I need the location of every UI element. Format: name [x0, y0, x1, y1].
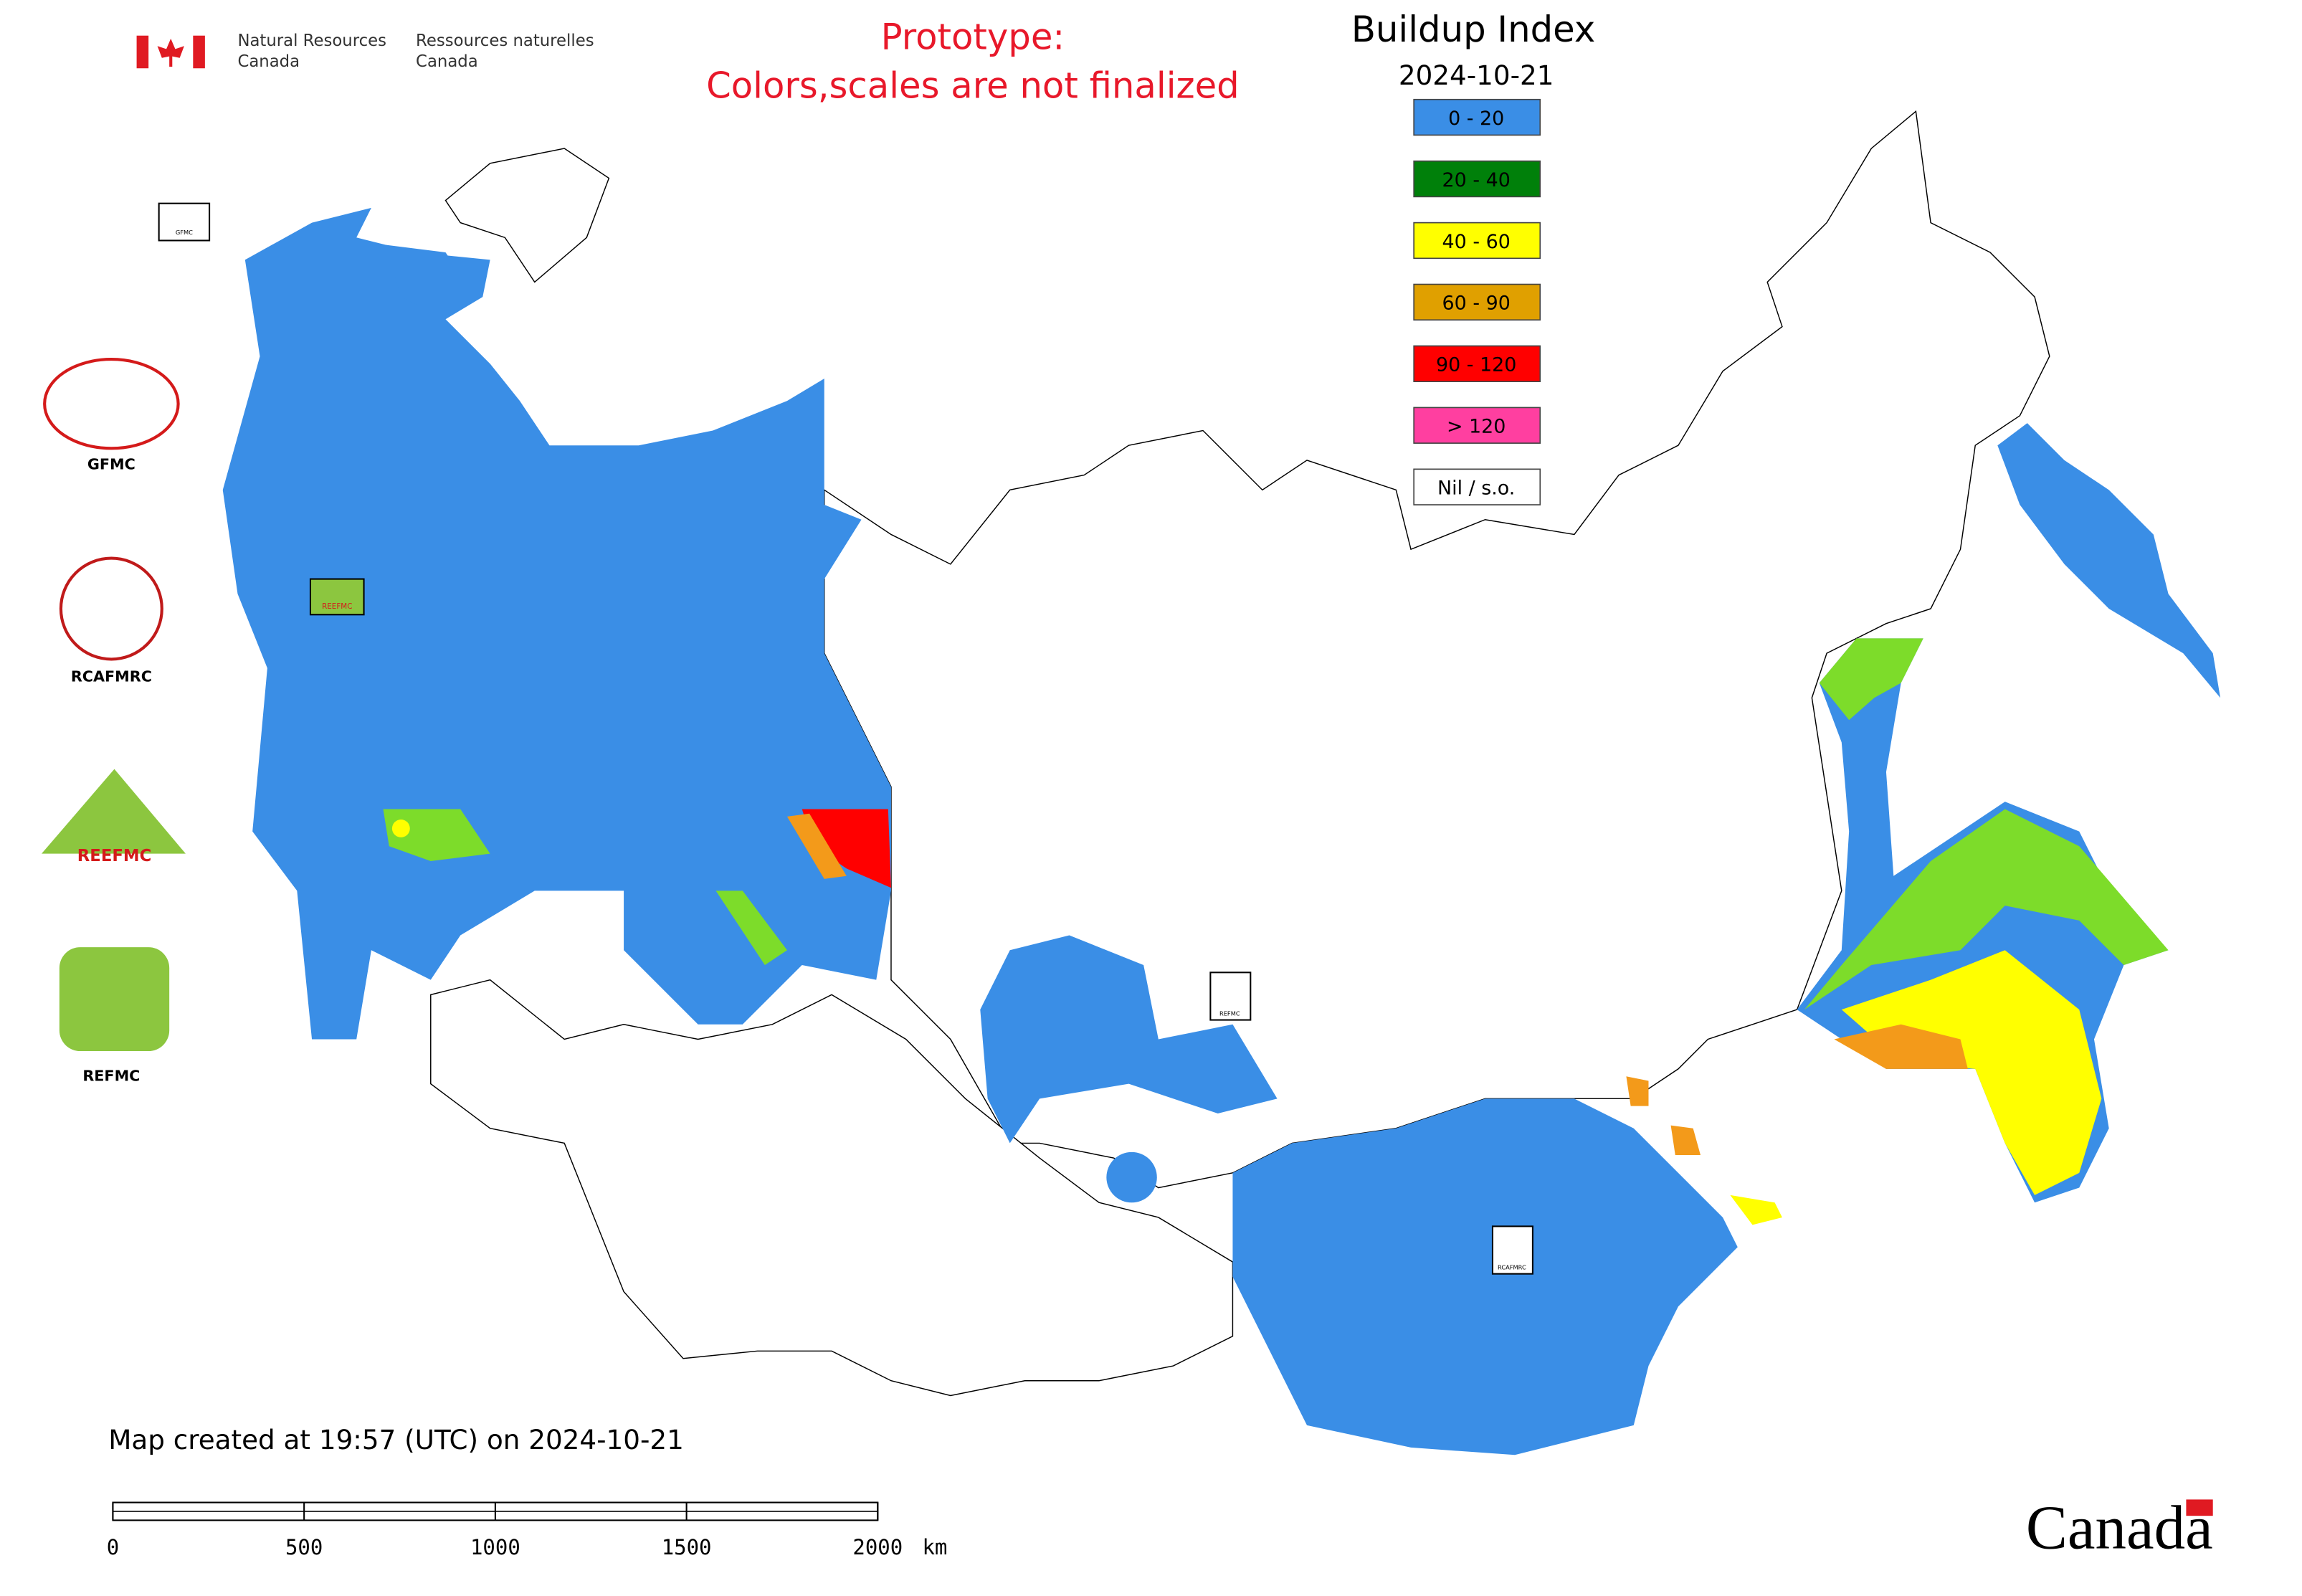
flag-bar — [136, 35, 149, 69]
partner-logos: GFMC RCAFMRC REEFMC REFMC — [42, 358, 186, 1084]
legend-swatch — [1413, 160, 1541, 198]
region-moderate — [1819, 638, 1923, 721]
region-low — [222, 207, 891, 1040]
legend-label: 40 - 60 — [1442, 231, 1511, 253]
agency-en: Natural Resources — [237, 32, 386, 50]
badge — [309, 578, 365, 616]
canada-wordmark: Canada — [2026, 1493, 2213, 1562]
map-created: Map created at 19:57 (UTC) on 2024-10-21 — [108, 1424, 684, 1455]
scale-tick-label: 2000 — [852, 1535, 903, 1559]
legend-label: > 120 — [1447, 416, 1506, 438]
scale-bar: 0 500 1000 1500 2000 km — [107, 1501, 947, 1559]
region-high — [391, 820, 410, 837]
nrcan-header: Natural Resources Canada Ressources natu… — [136, 32, 594, 71]
legend-swatch — [1413, 222, 1541, 260]
badge-label: RCAFMRC — [1498, 1263, 1526, 1270]
region-very-high — [1834, 1024, 1968, 1069]
legend-date: 2024-10-21 — [1399, 60, 1554, 91]
agency-fr: Ressources naturelles — [416, 32, 594, 50]
logo-refmc — [59, 947, 170, 1052]
map-badges: GFMC REEFMC REFMC RCAFMRC — [158, 202, 1533, 1275]
scale-tick-label: 500 — [285, 1535, 323, 1559]
logo-label: GFMC — [87, 455, 135, 472]
logo-label: REEFMC — [77, 847, 152, 865]
region-high — [1730, 1194, 1782, 1225]
region-low — [1997, 423, 2221, 698]
region-low — [1106, 1151, 1157, 1203]
scale-tick-label: 1500 — [662, 1535, 712, 1559]
region-moderate — [383, 809, 490, 862]
region-moderate — [715, 890, 787, 965]
land-outlines — [430, 110, 2050, 1397]
badge-label: GFMC — [176, 229, 193, 236]
scale-tick-label: 1000 — [470, 1535, 520, 1559]
region-low — [386, 244, 475, 320]
legend-label: Nil / s.o. — [1437, 478, 1515, 500]
legend-swatch — [1413, 283, 1541, 321]
maple-leaf — [157, 38, 184, 67]
badge — [1491, 1225, 1533, 1275]
region-low — [980, 935, 1278, 1144]
legend: 0 - 20 20 - 40 40 - 60 60 - 90 90 - 120 > 120… — [1413, 98, 1541, 505]
badge — [158, 202, 211, 242]
badge — [1209, 972, 1252, 1021]
region-very-high — [1626, 1076, 1649, 1106]
index-regions — [222, 207, 2221, 1455]
scale-tick-label: 0 — [107, 1535, 119, 1559]
wordmark-flag — [2186, 1499, 2213, 1516]
land-outline — [824, 110, 2050, 1189]
land-outline — [430, 979, 1234, 1397]
legend-swatch — [1413, 468, 1541, 505]
land-outline — [444, 148, 610, 283]
flag-bar — [193, 35, 205, 69]
legend-label: 20 - 40 — [1442, 169, 1511, 191]
logo-gfmc — [43, 358, 180, 450]
logo-reefmc — [42, 769, 186, 854]
logo-label: RCAFMRC — [71, 668, 152, 685]
badge-label: REFMC — [1219, 1010, 1240, 1017]
badge-label: REEFMC — [322, 602, 352, 611]
legend-label: 90 - 120 — [1436, 354, 1516, 376]
logo-label: REFMC — [82, 1067, 140, 1084]
region-very-high — [786, 813, 847, 879]
legend-swatch — [1413, 407, 1541, 444]
prototype-note: Colors,scales are not finalized — [706, 65, 1240, 107]
region-high — [1841, 950, 2102, 1195]
scale-unit: km — [922, 1535, 947, 1559]
legend-label: 0 - 20 — [1448, 108, 1504, 130]
legend-label: 60 - 90 — [1442, 293, 1511, 315]
region-extreme — [802, 809, 891, 888]
legend-swatch — [1413, 345, 1541, 382]
region-very-high — [1670, 1125, 1701, 1156]
legend-title: Buildup Index — [1351, 9, 1595, 50]
region-low — [1232, 1098, 1738, 1455]
region-moderate — [1804, 809, 2169, 1010]
agency-en: Canada — [237, 52, 300, 71]
agency-fr: Canada — [416, 52, 478, 71]
logo-rcafmrc — [59, 556, 163, 661]
legend-swatch — [1413, 98, 1541, 136]
prototype-note: Prototype: — [881, 16, 1065, 57]
